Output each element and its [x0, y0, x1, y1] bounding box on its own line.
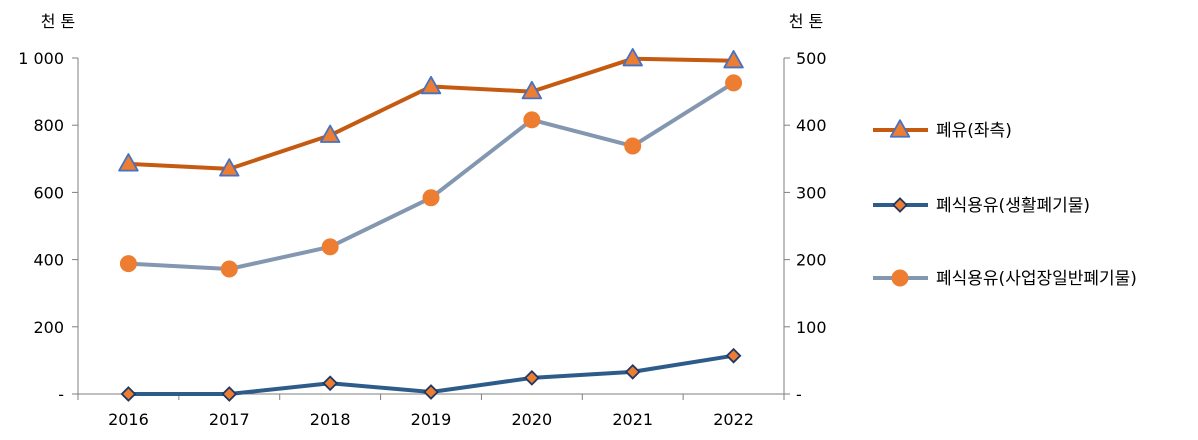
x-tick-label: 2022	[713, 410, 754, 429]
legend-label: 폐식용유(사업장일반폐기물)	[936, 269, 1137, 289]
right-tick-label: 500	[796, 49, 827, 68]
legend-item-2: 폐식용유(생활폐기물)	[873, 196, 1090, 216]
data-point	[422, 189, 440, 207]
data-point	[523, 369, 540, 386]
left-tick-label: 400	[33, 251, 64, 270]
x-tick-label: 2019	[411, 410, 452, 429]
right-axis-unit: 천 톤	[789, 12, 824, 31]
data-point	[420, 75, 442, 95]
left-tick-label: 600	[33, 183, 64, 202]
data-point	[725, 74, 743, 92]
left-tick-label: -	[58, 385, 64, 404]
data-point	[119, 255, 137, 273]
left-tick-label: 800	[33, 116, 64, 135]
chart-axes: - 200 400 600 800 1 000 - 100 200 300 400 500 2016 20…	[18, 12, 826, 429]
data-point	[624, 137, 642, 155]
series-layer	[118, 48, 744, 402]
data-point	[118, 153, 139, 172]
data-point	[723, 50, 744, 69]
series-1	[118, 48, 744, 177]
left-tick-label: 200	[33, 318, 64, 337]
series-2	[120, 347, 742, 402]
data-point	[523, 111, 541, 129]
data-point	[221, 386, 238, 402]
data-point	[622, 48, 643, 67]
right-tick-label: 100	[796, 318, 827, 337]
legend-marker	[892, 197, 908, 213]
data-point	[321, 238, 339, 256]
x-tick-label: 2017	[209, 410, 250, 429]
x-tick-label: 2020	[511, 410, 552, 429]
right-tick-label: 300	[796, 183, 827, 202]
data-point	[725, 347, 742, 364]
data-point	[120, 386, 137, 402]
data-point	[319, 124, 341, 143]
data-point	[322, 375, 339, 392]
left-tick-label: 1 000	[18, 49, 64, 68]
series-line	[126, 56, 736, 171]
data-point	[521, 80, 543, 100]
data-point	[423, 384, 439, 400]
x-tick-label: 2016	[108, 410, 149, 429]
legend-marker	[891, 269, 909, 287]
data-point	[624, 363, 641, 380]
right-tick-label: 200	[796, 251, 827, 270]
series-3	[119, 74, 743, 278]
legend-label: 폐식용유(생활폐기물)	[936, 196, 1090, 216]
data-point	[219, 158, 240, 177]
legend-marker	[889, 119, 911, 138]
legend-label: 폐유(좌측)	[936, 121, 1012, 141]
legend-item-1: 폐유(좌측)	[873, 119, 1012, 141]
data-point	[220, 260, 238, 278]
left-axis-unit: 천 톤	[41, 12, 76, 31]
right-tick-label: 400	[796, 116, 827, 135]
x-tick-label: 2021	[612, 410, 653, 429]
legend: 폐유(좌측) 폐식용유(생활폐기물) 폐식용유(사업장일반폐기물)	[873, 119, 1137, 289]
right-tick-label: -	[796, 385, 802, 404]
legend-item-3: 폐식용유(사업장일반폐기물)	[873, 269, 1137, 289]
x-tick-label: 2018	[310, 410, 351, 429]
